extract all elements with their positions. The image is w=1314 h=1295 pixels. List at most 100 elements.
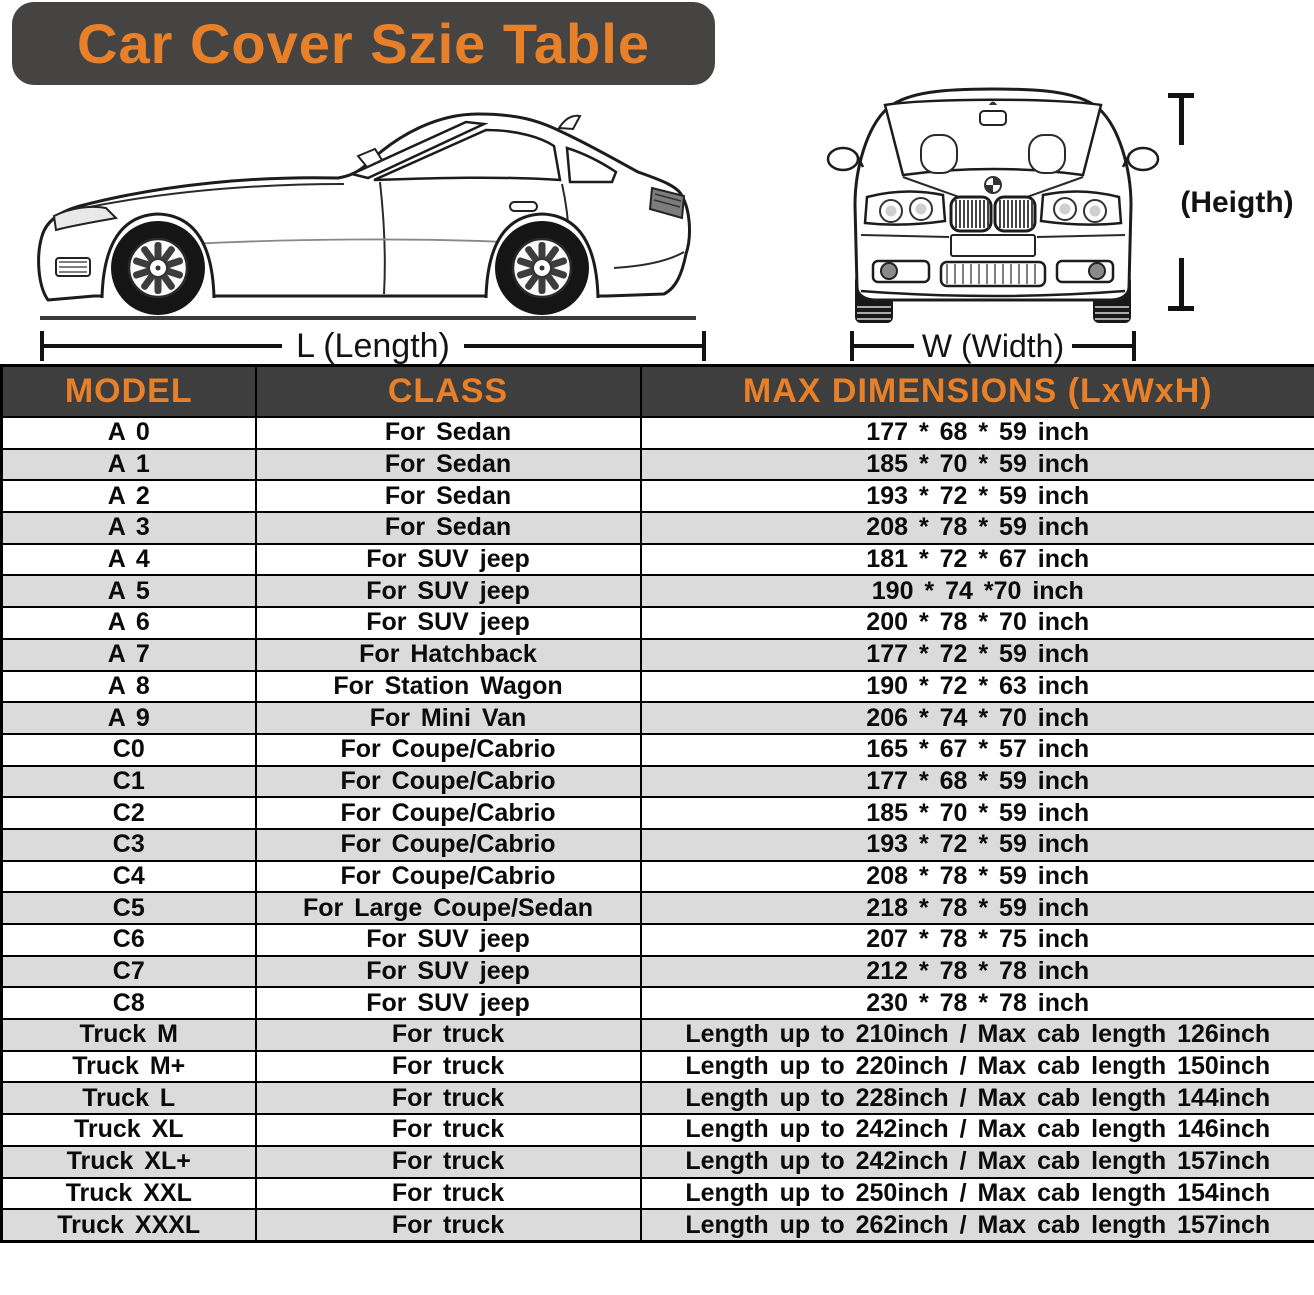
dimension-line	[44, 344, 283, 348]
table-cell: Truck L	[0, 1081, 257, 1116]
table-row: C1 For Coupe/Cabrio 177 * 68 * 59 inch	[0, 764, 1314, 799]
height-label: (Heigth)	[1180, 186, 1294, 219]
height-dimension-bottom-bar	[1168, 306, 1194, 311]
table-cell: For SUV jeep	[254, 606, 642, 640]
table-cell: A 0	[0, 416, 257, 450]
dimension-tick	[40, 331, 44, 361]
dimension-line	[463, 344, 703, 348]
length-dimension-line: L (Length)	[40, 327, 707, 365]
table-cell: A 8	[0, 669, 257, 704]
table-cell: For truck	[254, 1018, 642, 1052]
table-row: A 7 For Hatchback 177 * 72 * 59 inch	[0, 637, 1314, 672]
table-cell: 193 * 72 * 59 inch	[639, 479, 1314, 514]
table-row: C7 For SUV jeep 212 * 78 * 78 inch	[0, 954, 1314, 989]
table-cell: For SUV jeep	[254, 542, 642, 577]
table-cell: 181 * 72 * 67 inch	[639, 542, 1314, 577]
table-row: Truck XL+ For truck Length up to 242inch /…	[0, 1144, 1314, 1179]
table-cell: Length up to 242inch / Max cab length 15…	[639, 1144, 1314, 1179]
table-cell: For truck	[254, 1208, 642, 1243]
table-row: C0 For Coupe/Cabrio 165 * 67 * 57 inch	[0, 732, 1314, 767]
table-row: A 1 For Sedan 185 * 70 * 59 inch	[0, 447, 1314, 482]
table-cell: For Sedan	[254, 511, 642, 545]
dimension-tick	[702, 331, 707, 361]
table-row: C5 For Large Coupe/Sedan 218 * 78 * 59 inc…	[0, 891, 1314, 925]
width-label: W (Width)	[921, 327, 1065, 364]
table-cell: For Large Coupe/Sedan	[254, 891, 642, 925]
table-row: C4 For Coupe/Cabrio 208 * 78 * 59 inch	[0, 859, 1314, 894]
table-row: Truck M For truck Length up to 210inch / M…	[0, 1018, 1314, 1052]
table-cell: 185 * 70 * 59 inch	[639, 796, 1314, 830]
table-cell: Length up to 220inch / Max cab length 15…	[639, 1049, 1314, 1084]
table-cell: Truck XXL	[0, 1176, 257, 1211]
table-row: Truck M+ For truck Length up to 220inch / …	[0, 1049, 1314, 1084]
table-cell: 208 * 78 * 59 inch	[639, 859, 1314, 894]
table-cell: A 3	[0, 511, 257, 545]
table-cell: Truck M+	[0, 1049, 257, 1084]
table-cell: Length up to 242inch / Max cab length 14…	[639, 1113, 1314, 1147]
table-cell: 177 * 68 * 59 inch	[639, 764, 1314, 799]
table-row: A 0 For Sedan 177 * 68 * 59 inch	[0, 416, 1314, 450]
table-cell: For Coupe/Cabrio	[254, 732, 642, 767]
table-cell: 190 * 74 *70 inch	[639, 574, 1314, 609]
table-cell: 212 * 78 * 78 inch	[639, 954, 1314, 989]
title-banner: Car Cover Szie Table	[12, 2, 715, 85]
table-cell: For truck	[254, 1144, 642, 1179]
table-cell: A 2	[0, 479, 257, 514]
table-cell: C5	[0, 891, 257, 925]
table-cell: 177 * 72 * 59 inch	[639, 637, 1314, 672]
table-cell: Length up to 262inch / Max cab length 15…	[639, 1208, 1314, 1243]
side-view-car-illustration	[37, 112, 696, 320]
table-row: A 8 For Station Wagon 190 * 72 * 63 inch	[0, 669, 1314, 704]
table-cell: A 4	[0, 542, 257, 577]
table-cell: For Sedan	[254, 479, 642, 514]
table-cell: For Coupe/Cabrio	[254, 859, 642, 894]
table-cell: For Coupe/Cabrio	[254, 827, 642, 862]
table-cell: A 1	[0, 447, 257, 482]
table-cell: For truck	[254, 1049, 642, 1084]
dimension-line	[854, 344, 914, 348]
table-cell: A 7	[0, 637, 257, 672]
table-cell: Truck XL	[0, 1113, 257, 1147]
table-cell: 190 * 72 * 63 inch	[639, 669, 1314, 704]
height-dimension-bottom-stem	[1179, 258, 1184, 310]
table-cell: C3	[0, 827, 257, 862]
table-cell: 207 * 78 * 75 inch	[639, 923, 1314, 957]
column-header-class: CLASS	[254, 364, 642, 418]
table-row: A 6 For SUV jeep 200 * 78 * 70 inch	[0, 606, 1314, 640]
table-cell: Length up to 228inch / Max cab length 14…	[639, 1081, 1314, 1116]
table-cell: Truck XXXL	[0, 1208, 257, 1243]
table-row: A 2 For Sedan 193 * 72 * 59 inch	[0, 479, 1314, 514]
size-table-body: A 0 For Sedan 177 * 68 * 59 inch A 1 For Sed…	[0, 416, 1314, 1243]
table-row: C8 For SUV jeep 230 * 78 * 78 inch	[0, 986, 1314, 1021]
height-dimension-top-stem	[1179, 93, 1184, 145]
table-cell: 177 * 68 * 59 inch	[639, 416, 1314, 450]
table-cell: Truck XL+	[0, 1144, 257, 1179]
table-row: C6 For SUV jeep 207 * 78 * 75 inch	[0, 923, 1314, 957]
table-cell: 193 * 72 * 59 inch	[639, 827, 1314, 862]
table-cell: A 5	[0, 574, 257, 609]
dimension-tick	[850, 331, 854, 361]
table-cell: 230 * 78 * 78 inch	[639, 986, 1314, 1021]
table-cell: Truck M	[0, 1018, 257, 1052]
table-cell: For SUV jeep	[254, 574, 642, 609]
table-cell: For SUV jeep	[254, 954, 642, 989]
table-cell: For Coupe/Cabrio	[254, 764, 642, 799]
table-cell: Length up to 250inch / Max cab length 15…	[639, 1176, 1314, 1211]
column-header-max-dimensions: MAX DIMENSIONS (LxWxH)	[639, 364, 1314, 418]
table-row: C2 For Coupe/Cabrio 185 * 70 * 59 inch	[0, 796, 1314, 830]
table-cell: C1	[0, 764, 257, 799]
dimension-tick	[1132, 331, 1137, 361]
table-row: Truck XXXL For truck Length up to 262inch …	[0, 1208, 1314, 1243]
table-cell: For Sedan	[254, 447, 642, 482]
width-dimension-line: W (Width)	[850, 327, 1137, 364]
table-row: Truck XXL For truck Length up to 250inch /…	[0, 1176, 1314, 1211]
table-cell: 165 * 67 * 57 inch	[639, 732, 1314, 767]
table-header-row: MODEL CLASS MAX DIMENSIONS (LxWxH)	[0, 364, 1314, 418]
table-row: Truck L For truck Length up to 228inch / M…	[0, 1081, 1314, 1116]
table-cell: C2	[0, 796, 257, 830]
table-cell: 200 * 78 * 70 inch	[639, 606, 1314, 640]
table-cell: 208 * 78 * 59 inch	[639, 511, 1314, 545]
table-cell: C7	[0, 954, 257, 989]
table-row: C3 For Coupe/Cabrio 193 * 72 * 59 inch	[0, 827, 1314, 862]
